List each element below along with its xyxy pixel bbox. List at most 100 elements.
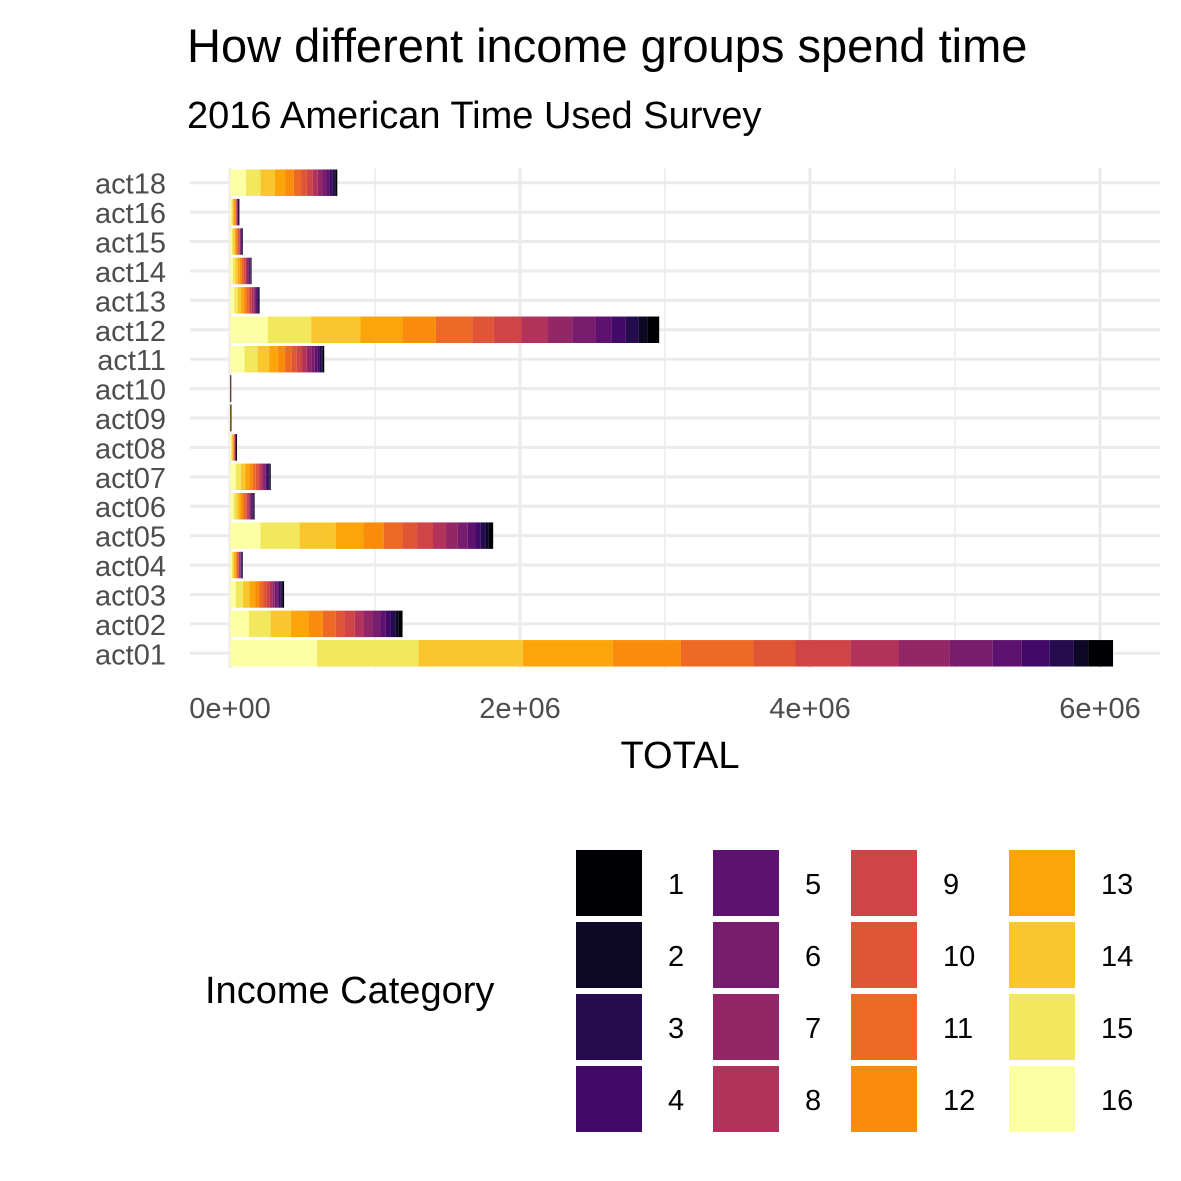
bar-segment-act02-income-2 <box>395 610 399 638</box>
legend-key-1 <box>576 850 642 916</box>
bar-segment-act16-income-9 <box>236 198 237 226</box>
bar-segment-act15-income-4 <box>241 228 242 255</box>
bar-segment-act07-income-8 <box>260 463 263 491</box>
bar-segment-act04-income-5 <box>240 551 242 579</box>
bar-segment-act14-income-1 <box>251 257 252 285</box>
bar-segment-act08-income-9 <box>234 434 236 461</box>
bar-segment-act14-income-14 <box>235 257 238 285</box>
bar-segment-act16-income-1 <box>238 198 240 226</box>
bar-segment-act06-income-1 <box>254 493 255 520</box>
bar-segment-act13-income-12 <box>243 287 247 314</box>
bar-segment-act01-income-11 <box>680 640 754 667</box>
bar-segment-act15-income-14 <box>233 228 235 255</box>
legend-label-2: 2 <box>668 941 685 973</box>
bar-segment-act03-income-6 <box>274 581 278 608</box>
x-axis-title: TOTAL <box>621 735 740 777</box>
bar-segment-act06-income-12 <box>241 493 244 520</box>
bar-segment-act04-income-12 <box>235 551 237 579</box>
bar-segment-act05-income-2 <box>485 522 489 549</box>
bar-segment-act07-income-14 <box>240 463 246 491</box>
bar-segment-act02-income-12 <box>308 610 323 638</box>
bar-segment-act16-income-12 <box>234 198 236 226</box>
bar-segment-act12-income-12 <box>402 316 436 343</box>
bar-segment-act01-income-15 <box>317 640 419 667</box>
bar-segment-act16-income-7 <box>237 198 238 226</box>
bar-segment-act03-income-10 <box>263 581 267 608</box>
bar-segment-act12-income-9 <box>493 316 522 343</box>
legend-label-6: 6 <box>805 941 822 973</box>
bar-segment-act18-income-16 <box>230 169 246 196</box>
chart-title: How different income groups spend time <box>187 19 1028 72</box>
bar-segment-act13-income-4 <box>256 287 258 314</box>
legend-label-15: 15 <box>1101 1013 1134 1045</box>
bar-segment-act15-income-12 <box>235 228 237 255</box>
bar-segment-act06-income-6 <box>250 493 252 520</box>
bar-segment-act01-income-16 <box>230 640 317 667</box>
bar-segment-act12-income-2 <box>638 316 648 343</box>
bar-segment-act04-income-16 <box>230 551 232 579</box>
bar-segment-act06-income-11 <box>243 493 246 520</box>
bar-segment-act13-income-2 <box>258 287 260 314</box>
bar-segment-act08-income-1 <box>236 434 238 461</box>
bar-segment-act01-income-5 <box>992 640 1022 667</box>
bar-segment-act03-income-8 <box>269 581 273 608</box>
bar-segment-act05-income-9 <box>417 522 433 549</box>
bar-segment-act11-income-8 <box>302 345 307 373</box>
legend-label-14: 14 <box>1101 941 1134 973</box>
bar-segment-act05-income-3 <box>480 522 486 549</box>
bar-segment-act12-income-15 <box>267 316 312 343</box>
bar-segment-act15-income-8 <box>239 228 240 255</box>
y-tick-label: act10 <box>95 375 166 407</box>
legend-key-3 <box>576 994 642 1060</box>
legend-key-2 <box>576 922 642 988</box>
bar-segment-act14-income-16 <box>230 257 233 285</box>
bar-segment-act14-income-6 <box>247 257 249 285</box>
bar-segment-act05-income-8 <box>433 522 447 549</box>
bar-segment-act12-income-6 <box>572 316 596 343</box>
bar-segment-act06-income-15 <box>233 493 237 520</box>
bar-segment-act06-income-2 <box>253 493 255 520</box>
bar-segment-act13-income-6 <box>254 287 256 314</box>
bar-segment-act04-income-8 <box>238 551 240 579</box>
legend-label-11: 11 <box>943 1013 974 1045</box>
bar-segment-act16-income-6 <box>237 198 239 226</box>
x-tick-label: 6e+06 <box>1059 693 1140 725</box>
bar-segment-act03-income-2 <box>281 581 283 608</box>
y-tick-label: act13 <box>95 286 166 318</box>
bar-segment-act11-income-7 <box>306 345 312 373</box>
bar-segment-act08-income-12 <box>233 434 234 461</box>
legend-label-4: 4 <box>668 1085 685 1117</box>
bar-segment-act02-income-10 <box>335 610 345 638</box>
legend-label-12: 12 <box>943 1085 976 1117</box>
bar-segment-act15-income-11 <box>236 228 238 255</box>
bar-segment-act01-income-6 <box>949 640 993 667</box>
bar-segment-act18-income-9 <box>306 169 313 196</box>
bar-segment-act11-income-16 <box>230 345 245 373</box>
bar-segment-act15-income-6 <box>240 228 241 255</box>
bar-segment-act11-income-2 <box>321 345 323 373</box>
bar-segment-act01-income-8 <box>850 640 899 667</box>
bar-segment-act11-income-11 <box>285 345 292 373</box>
bar-segment-act04-income-4 <box>241 551 242 579</box>
bar-segment-act15-income-1 <box>242 228 243 255</box>
bar-segment-act14-income-10 <box>243 257 245 285</box>
y-tick-label: act09 <box>95 404 166 436</box>
bar-segment-act12-income-11 <box>435 316 473 343</box>
bar-segment-act06-income-9 <box>246 493 249 520</box>
bar-segment-act13-income-7 <box>253 287 255 314</box>
bar-segment-act04-income-14 <box>233 551 235 579</box>
bar-segment-act09-income-1 <box>230 404 232 432</box>
bar-segment-act12-income-10 <box>472 316 494 343</box>
bar-segment-act03-income-15 <box>235 581 244 608</box>
y-tick-label: act03 <box>95 580 166 612</box>
bar-segment-act07-income-7 <box>262 463 265 491</box>
y-tick-label: act16 <box>95 198 166 230</box>
bar-segment-act11-income-14 <box>257 345 270 373</box>
bar-segment-act05-income-6 <box>457 522 468 549</box>
x-tick-label: 4e+06 <box>769 693 850 725</box>
legend-title: Income Category <box>205 970 495 1012</box>
bar-segment-act14-income-12 <box>239 257 242 285</box>
bar-segment-act04-income-1 <box>242 551 243 579</box>
bar-segment-act01-income-1 <box>1088 640 1114 667</box>
bar-segment-act02-income-5 <box>380 610 386 638</box>
